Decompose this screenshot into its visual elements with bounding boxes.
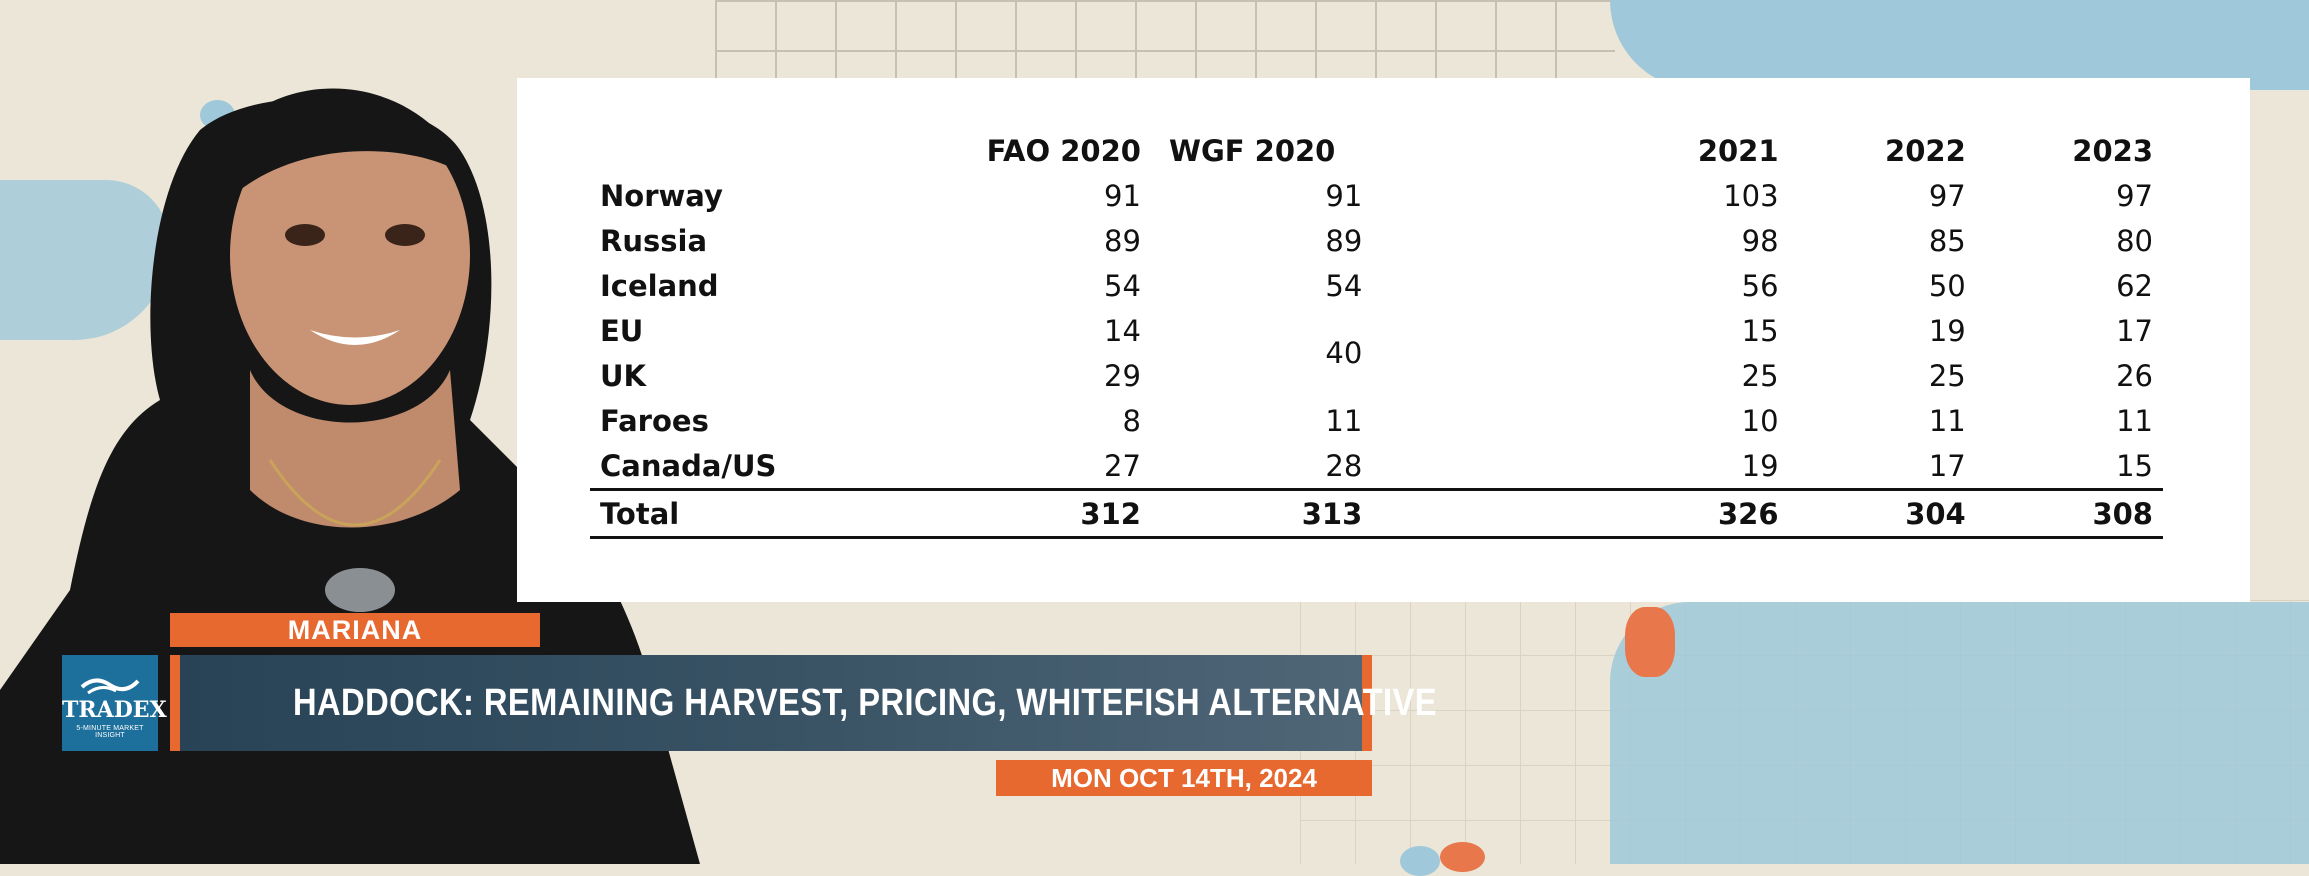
cell-2021: 98 (1741, 223, 1779, 258)
total-label: Total (590, 488, 925, 539)
row-country: EU (600, 313, 644, 348)
cell-2023: 11 (2116, 403, 2153, 438)
table-row: Russia 89 89 98 85 80 (590, 218, 2163, 263)
cell-2021: 103 (1723, 178, 1779, 213)
harvest-table-card: FAO 2020 WGF 2020 2021 2022 2023 Norway … (517, 78, 2250, 602)
cell-2021: 56 (1741, 268, 1779, 303)
header-fao-2020: FAO 2020 (986, 133, 1141, 168)
cell-wgf-merged: 40 (1325, 336, 1363, 370)
header-2021: 2021 (1697, 133, 1779, 168)
cell-fao: 14 (1104, 313, 1141, 348)
table-row: Faroes 8 11 10 11 11 (590, 398, 2163, 443)
cell-2022: 25 (1928, 358, 1966, 393)
cell-2021: 19 (1741, 448, 1779, 483)
total-2023: 308 (1975, 488, 2163, 539)
cell-fao: 29 (1104, 358, 1141, 393)
row-country: Faroes (600, 403, 709, 438)
table-row: EU 14 40 15 19 17 (590, 308, 2163, 371)
total-2021: 326 (1601, 488, 1789, 539)
cell-2023: 62 (2116, 268, 2153, 303)
header-2023: 2023 (2072, 133, 2153, 168)
cell-wgf: 54 (1325, 268, 1363, 303)
map-marker-orange (1625, 607, 1675, 677)
map-grid (715, 0, 1615, 78)
headline-bar: HADDOCK: REMAINING HARVEST, PRICING, WHI… (170, 655, 1437, 751)
presenter-name-tag: MARIANA (170, 613, 540, 647)
cell-2022: 17 (1928, 448, 1966, 483)
cell-2021: 10 (1741, 403, 1779, 438)
total-wgf: 313 (1150, 488, 1373, 539)
cell-2023: 15 (2116, 448, 2153, 483)
header-country (590, 128, 925, 173)
cell-fao: 54 (1104, 268, 1141, 303)
header-2022: 2022 (1885, 133, 1966, 168)
row-country: Iceland (600, 268, 719, 303)
cell-2022: 11 (1928, 403, 1966, 438)
date-tag: MON OCT 14TH, 2024 (996, 760, 1372, 796)
cell-2022: 97 (1928, 178, 1966, 213)
table-total-row: Total 312 313 326 304 308 (590, 488, 2163, 539)
headline-title: HADDOCK: REMAINING HARVEST, PRICING, WHI… (293, 682, 1437, 724)
map-water-right (1610, 602, 2309, 864)
cell-2022: 19 (1928, 313, 1966, 348)
cell-2021: 15 (1741, 313, 1779, 348)
table-row: Iceland 54 54 56 50 62 (590, 263, 2163, 308)
wave-icon (80, 678, 140, 695)
cell-2023: 17 (2116, 313, 2153, 348)
cell-fao: 91 (1104, 178, 1141, 213)
total-2022: 304 (1788, 488, 1976, 539)
row-country: Canada/US (600, 448, 777, 483)
cell-2023: 97 (2116, 178, 2153, 213)
map-water-top-right (1610, 0, 2309, 90)
cell-wgf: 11 (1325, 403, 1363, 438)
cell-2023: 26 (2116, 358, 2153, 393)
cell-wgf: 89 (1325, 223, 1363, 258)
table-header-row: FAO 2020 WGF 2020 2021 2022 2023 (590, 128, 2163, 173)
cell-2022: 50 (1928, 268, 1966, 303)
logo-text: TRADEX (62, 697, 167, 723)
cell-2022: 85 (1928, 223, 1966, 258)
cell-fao: 89 (1104, 223, 1141, 258)
table-row: Canada/US 27 28 19 17 15 (590, 443, 2163, 490)
cell-fao: 8 (1122, 403, 1141, 438)
map-marker-orange-bottom (1440, 842, 1485, 872)
logo-subtitle: 5-MINUTE MARKET INSIGHT (76, 725, 144, 739)
table-row: Norway 91 91 103 97 97 (590, 173, 2163, 218)
row-country: Norway (600, 178, 723, 213)
cell-2023: 80 (2116, 223, 2153, 258)
harvest-table: FAO 2020 WGF 2020 2021 2022 2023 Norway … (590, 128, 2163, 539)
map-marker-blue-bottom (1400, 846, 1440, 876)
header-wgf-2020: WGF 2020 (1168, 133, 1336, 168)
row-country: Russia (600, 223, 708, 258)
tradex-logo: TRADEX 5-MINUTE MARKET INSIGHT (62, 655, 167, 751)
cell-wgf: 28 (1325, 448, 1363, 483)
cell-wgf: 91 (1325, 178, 1363, 213)
total-fao: 312 (924, 488, 1151, 539)
table-row: UK 29 25 25 26 (590, 353, 2163, 398)
cell-fao: 27 (1104, 448, 1141, 483)
cell-2021: 25 (1741, 358, 1779, 393)
row-country: UK (600, 358, 647, 393)
